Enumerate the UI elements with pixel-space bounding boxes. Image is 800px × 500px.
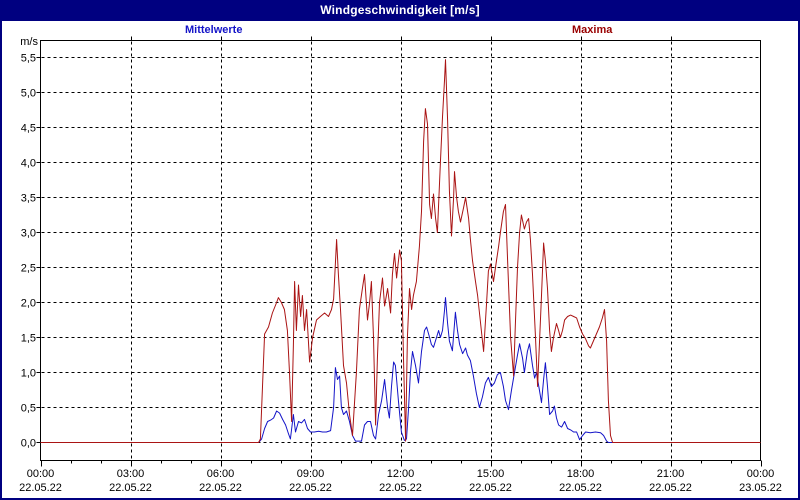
series-maxima <box>40 59 761 443</box>
window-title: Windgeschwindigkeit [m/s] <box>320 3 480 17</box>
x-tick-time-label: 15:00 <box>477 468 505 480</box>
y-axis-unit-label: m/s <box>20 36 38 48</box>
y-tick-label: 2,5 <box>21 263 36 275</box>
x-tick-date-label: 22.05.22 <box>559 482 602 494</box>
plot-area <box>40 40 761 461</box>
legend-max-label: Maxima <box>572 24 613 36</box>
y-tick-label: 5,5 <box>21 53 36 65</box>
y-tick-label: 1,0 <box>21 368 36 380</box>
x-tick-time-label: 21:00 <box>657 468 685 480</box>
x-tick-date-label: 22.05.22 <box>109 482 152 494</box>
x-tick-time-label: 03:00 <box>117 468 145 480</box>
y-tick-label: 2,0 <box>21 298 36 310</box>
y-tick-label: 1,5 <box>21 333 36 345</box>
y-tick-label: 0,5 <box>21 403 36 415</box>
y-tick-label: 4,0 <box>21 158 36 170</box>
x-tick-time-label: 06:00 <box>207 468 235 480</box>
x-tick-time-label: 00:00 <box>27 468 55 480</box>
x-tick-time-label: 18:00 <box>567 468 595 480</box>
x-tick-date-label: 23.05.22 <box>739 482 782 494</box>
series-mittelwerte <box>40 297 761 443</box>
legend-mean-label: Mittelwerte <box>185 24 243 36</box>
y-tick-label: 0,0 <box>21 438 36 450</box>
title-bar: Windgeschwindigkeit [m/s] <box>2 0 798 21</box>
y-tick-label: 5,0 <box>21 88 36 100</box>
x-tick-date-label: 22.05.22 <box>379 482 422 494</box>
x-tick-date-label: 22.05.22 <box>19 482 62 494</box>
x-tick-date-label: 22.05.22 <box>199 482 242 494</box>
x-tick-date-label: 22.05.22 <box>289 482 332 494</box>
x-tick-date-label: 22.05.22 <box>469 482 512 494</box>
x-tick-time-label: 00:00 <box>747 468 775 480</box>
y-tick-label: 3,5 <box>21 193 36 205</box>
x-tick-date-label: 22.05.22 <box>649 482 692 494</box>
x-tick-time-label: 09:00 <box>297 468 325 480</box>
y-tick-label: 3,0 <box>21 228 36 240</box>
x-tick-time-label: 12:00 <box>387 468 415 480</box>
y-tick-label: 4,5 <box>21 123 36 135</box>
